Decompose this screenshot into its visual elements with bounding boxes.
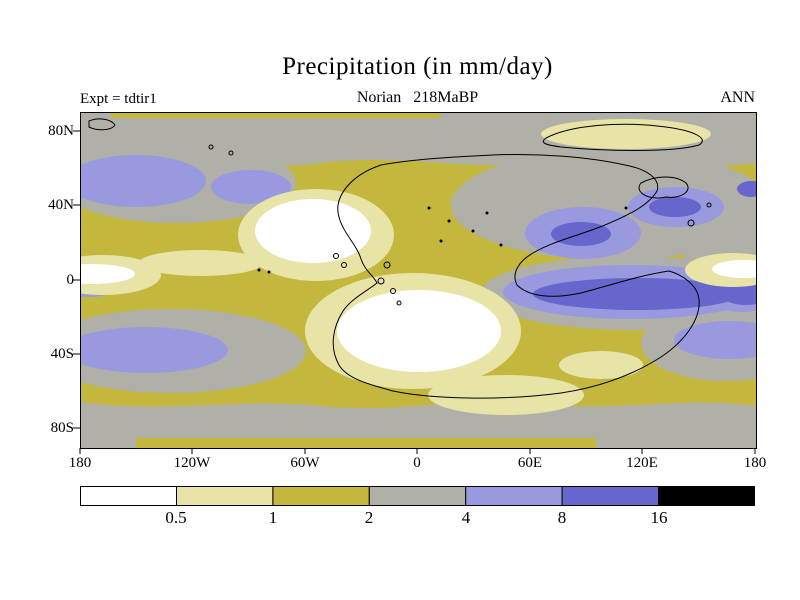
- lon-tick-label: 60W: [290, 455, 320, 471]
- precip-contour-map: [81, 113, 756, 448]
- lat-tick-label: 40S: [50, 346, 74, 362]
- colorbar-label: 1: [268, 508, 278, 527]
- colorbar-segment: [561, 486, 660, 506]
- period-label: Norian 218MaBP: [356, 89, 479, 106]
- colorbar-segment: [176, 486, 274, 506]
- lat-tick-label: 40N: [48, 197, 74, 213]
- lat-tick-label: 80S: [50, 420, 74, 436]
- season-label: ANN: [720, 89, 755, 106]
- colorbar-label: 8: [557, 508, 567, 527]
- experiment-label: Expt = tdtir1: [80, 91, 157, 107]
- colorbar-segment: [465, 486, 563, 506]
- colorbar-segment: [80, 486, 177, 506]
- colorbar-label: 4: [461, 508, 471, 527]
- colorbar-segment: [658, 486, 755, 506]
- map-frame: [80, 112, 757, 449]
- colorbar-segment: [368, 486, 467, 506]
- colorbar-segment: [272, 486, 370, 506]
- lat-tick-label: 80N: [48, 123, 74, 139]
- colorbar-label: 0.5: [165, 508, 187, 527]
- lon-tick-label: 180: [743, 455, 767, 471]
- colorbar: [80, 486, 755, 506]
- lon-tick-label: 180: [68, 455, 92, 471]
- lon-tick-label: 60E: [517, 455, 543, 471]
- colorbar-label: 2: [364, 508, 374, 527]
- lat-tick-label: 0: [66, 272, 75, 288]
- coastline-layer: [88, 118, 712, 399]
- lon-tick-label: 120E: [626, 455, 658, 471]
- lon-tick-label: 120W: [173, 455, 211, 471]
- lon-tick-label: 0: [413, 455, 421, 471]
- plot-title: Precipitation (in mm/day): [282, 53, 553, 80]
- contour-fill-layer: [81, 113, 756, 448]
- colorbar-label: 16: [650, 508, 668, 527]
